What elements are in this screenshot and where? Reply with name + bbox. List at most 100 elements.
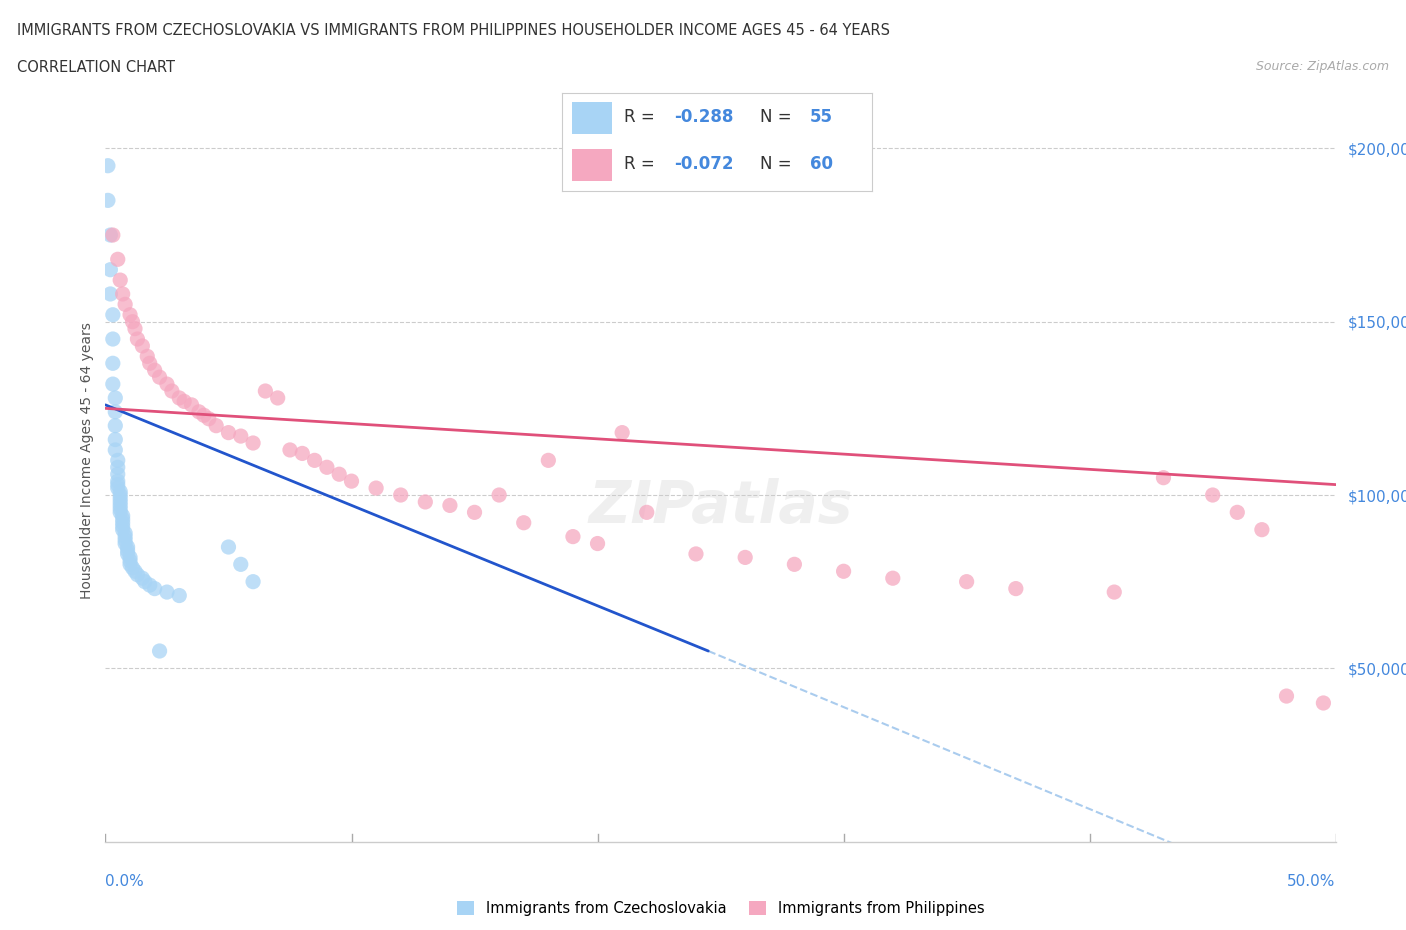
Point: [685, 547, 707, 562]
Text: -0.288: -0.288: [673, 109, 733, 126]
Point: [111, 509, 134, 524]
Point: [636, 505, 658, 520]
Text: 60: 60: [810, 155, 832, 173]
Point: [110, 485, 132, 499]
Point: [242, 435, 264, 450]
Point: [783, 557, 806, 572]
Point: [121, 314, 143, 329]
Text: 55: 55: [810, 109, 832, 126]
Point: [610, 425, 633, 440]
Point: [242, 574, 264, 589]
Point: [315, 459, 337, 474]
Point: [586, 536, 609, 551]
Point: [173, 394, 195, 409]
Point: [156, 377, 179, 392]
Point: [882, 571, 904, 586]
Point: [120, 307, 141, 322]
Point: [107, 473, 129, 488]
Point: [734, 550, 756, 565]
Text: R =: R =: [624, 155, 655, 173]
Point: [111, 286, 134, 301]
Point: [1226, 505, 1249, 520]
Text: -0.072: -0.072: [673, 155, 734, 173]
Point: [104, 418, 127, 433]
Point: [136, 349, 159, 364]
Text: ZIPatlas: ZIPatlas: [588, 478, 853, 535]
Point: [188, 405, 211, 419]
Point: [149, 370, 172, 385]
Point: [127, 567, 149, 582]
Text: 50.0%: 50.0%: [1288, 874, 1336, 889]
Point: [121, 561, 143, 576]
Point: [413, 495, 436, 510]
Point: [328, 467, 350, 482]
Point: [111, 515, 134, 530]
Point: [1312, 696, 1334, 711]
Text: IMMIGRANTS FROM CZECHOSLOVAKIA VS IMMIGRANTS FROM PHILIPPINES HOUSEHOLDER INCOME: IMMIGRANTS FROM CZECHOSLOVAKIA VS IMMIGR…: [17, 23, 890, 38]
Point: [1275, 688, 1298, 703]
Text: N =: N =: [761, 155, 792, 173]
Point: [389, 487, 412, 502]
Point: [138, 578, 162, 592]
Point: [229, 557, 252, 572]
Point: [111, 519, 134, 534]
Point: [197, 411, 219, 426]
Point: [143, 363, 166, 378]
Point: [120, 553, 141, 568]
Point: [104, 391, 127, 405]
Point: [120, 557, 141, 572]
Point: [111, 523, 134, 538]
Text: 0.0%: 0.0%: [105, 874, 145, 889]
Point: [98, 286, 122, 301]
Point: [107, 481, 129, 496]
Point: [120, 550, 141, 565]
Point: [562, 529, 585, 544]
Point: [537, 453, 560, 468]
Point: [110, 498, 132, 512]
Point: [110, 505, 132, 520]
FancyBboxPatch shape: [572, 149, 612, 180]
Point: [291, 446, 314, 461]
Text: R =: R =: [624, 109, 655, 126]
Point: [1153, 471, 1175, 485]
Point: [101, 307, 124, 322]
Point: [464, 505, 486, 520]
Point: [111, 512, 134, 526]
Point: [110, 487, 132, 502]
Point: [513, 515, 536, 530]
Text: Source: ZipAtlas.com: Source: ZipAtlas.com: [1256, 60, 1389, 73]
Point: [124, 564, 146, 578]
Point: [143, 581, 166, 596]
Point: [107, 477, 129, 492]
Point: [124, 321, 146, 336]
Point: [101, 377, 124, 392]
Point: [218, 539, 240, 554]
Point: [114, 533, 136, 548]
Point: [160, 383, 183, 398]
Point: [1251, 523, 1274, 538]
Point: [169, 588, 191, 603]
Point: [340, 473, 363, 488]
Point: [110, 491, 132, 506]
Point: [104, 405, 127, 419]
Point: [97, 158, 120, 173]
Point: [205, 418, 228, 433]
Point: [117, 543, 139, 558]
Point: [304, 453, 326, 468]
Point: [267, 391, 290, 405]
Point: [180, 397, 202, 412]
Text: N =: N =: [761, 109, 792, 126]
Point: [110, 272, 132, 287]
Point: [488, 487, 510, 502]
Point: [104, 443, 127, 458]
FancyBboxPatch shape: [572, 101, 612, 134]
Point: [138, 356, 162, 371]
Point: [110, 495, 132, 510]
Point: [254, 383, 277, 398]
Point: [131, 339, 153, 353]
Point: [117, 539, 139, 554]
Legend: Immigrants from Czechoslovakia, Immigrants from Philippines: Immigrants from Czechoslovakia, Immigran…: [451, 896, 990, 922]
Point: [127, 332, 149, 347]
Point: [1102, 585, 1125, 600]
Point: [107, 252, 129, 267]
